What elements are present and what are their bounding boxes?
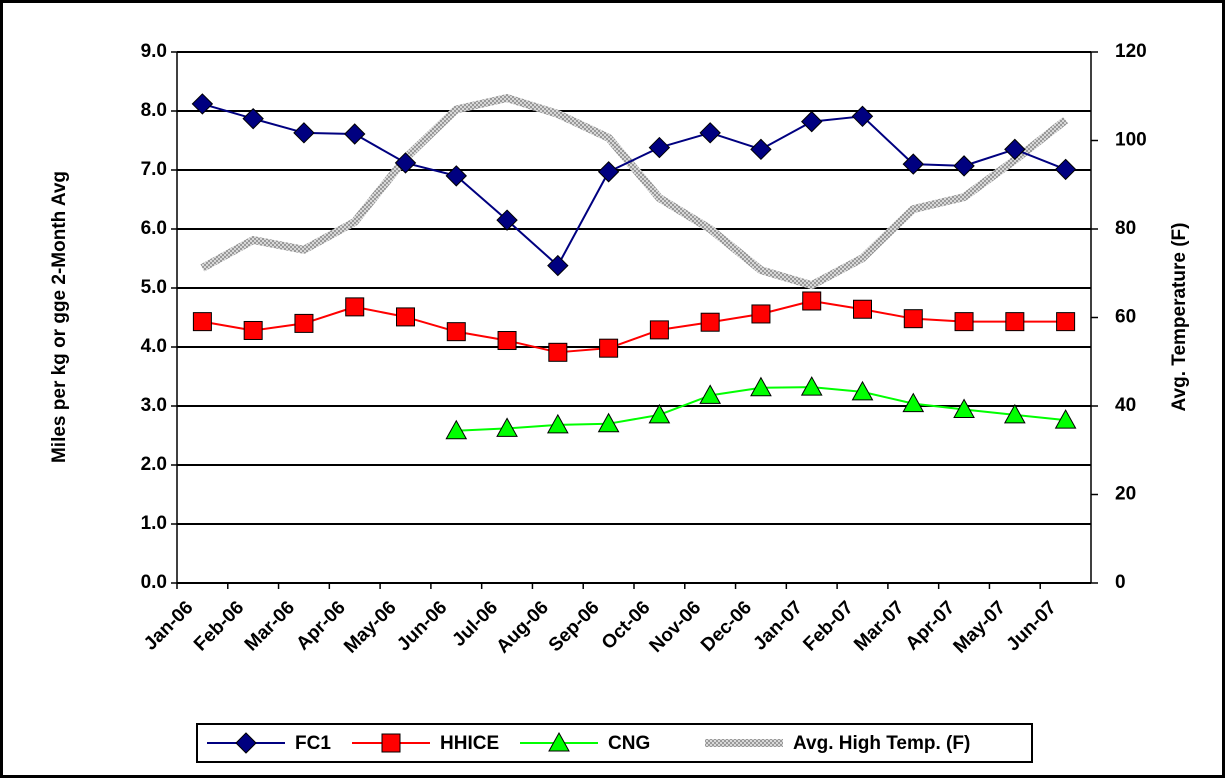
- marker-diamond: [547, 254, 569, 277]
- marker-square: [294, 313, 314, 333]
- marker-triangle: [953, 398, 975, 419]
- marker-square: [1056, 312, 1076, 332]
- marker-diamond: [699, 122, 721, 144]
- legend-box: [196, 723, 1033, 763]
- y-tick-label: 2.0: [141, 454, 167, 475]
- marker-square: [903, 309, 923, 329]
- marker-diamond: [293, 122, 315, 144]
- legend-label: FC1: [295, 733, 331, 754]
- marker-triangle: [902, 392, 925, 413]
- y-tick-label: 3.0: [141, 395, 167, 416]
- marker-square: [381, 733, 401, 753]
- y2-axis-title: Avg. Temperature (F): [1169, 223, 1190, 412]
- marker-diamond: [851, 105, 874, 128]
- y-axis-title: Miles per kg or gge 2-Month Avg: [49, 171, 70, 463]
- marker-square: [345, 297, 365, 317]
- marker-square: [954, 312, 974, 332]
- marker-square: [853, 299, 872, 319]
- y2-tick-label: 0: [1115, 572, 1126, 593]
- marker-square: [497, 331, 517, 351]
- marker-diamond: [1004, 138, 1026, 161]
- series-line: [200, 94, 1069, 290]
- marker-triangle: [597, 412, 620, 433]
- marker-diamond: [242, 107, 264, 130]
- marker-triangle: [851, 380, 874, 401]
- marker-diamond: [394, 152, 417, 174]
- marker-triangle: [548, 731, 570, 752]
- marker-diamond: [445, 165, 467, 187]
- marker-square: [802, 291, 822, 311]
- marker-triangle: [699, 384, 722, 404]
- marker-triangle: [546, 413, 569, 434]
- marker-square: [446, 322, 466, 342]
- y-tick-label: 0.0: [141, 572, 167, 593]
- marker-square: [1005, 312, 1025, 332]
- legend-label: HHICE: [440, 733, 499, 754]
- y2-tick-label: 60: [1115, 307, 1136, 328]
- marker-diamond: [597, 161, 620, 183]
- y2-tick-label: 120: [1115, 41, 1147, 62]
- marker-diamond: [648, 136, 671, 159]
- y-tick-label: 1.0: [141, 513, 167, 534]
- marker-diamond: [953, 155, 975, 177]
- y-tick-label: 8.0: [141, 100, 167, 121]
- marker-diamond: [750, 138, 772, 161]
- marker-diamond: [191, 93, 214, 115]
- marker-square: [751, 304, 771, 324]
- legend-label: Avg. High Temp. (F): [793, 733, 970, 754]
- y2-tick-label: 20: [1115, 484, 1136, 505]
- marker-square: [700, 312, 720, 332]
- marker-triangle: [648, 403, 671, 424]
- y-tick-label: 6.0: [141, 218, 167, 239]
- marker-diamond: [496, 209, 518, 231]
- marker-diamond: [235, 732, 257, 754]
- marker-diamond: [801, 110, 823, 133]
- y-tick-label: 7.0: [141, 159, 167, 180]
- marker-square: [649, 320, 669, 340]
- marker-triangle: [445, 419, 468, 440]
- y2-tick-label: 40: [1115, 395, 1136, 416]
- marker-square: [599, 338, 619, 358]
- marker-square: [243, 320, 263, 340]
- marker-square: [192, 312, 212, 332]
- marker-diamond: [1054, 158, 1077, 181]
- marker-triangle: [1054, 409, 1077, 429]
- marker-triangle: [750, 376, 772, 397]
- y-tick-label: 5.0: [141, 277, 167, 298]
- marker-diamond: [902, 153, 924, 175]
- marker-square: [396, 307, 415, 327]
- y-tick-label: 9.0: [141, 41, 167, 62]
- legend-label: CNG: [608, 733, 650, 754]
- marker-triangle: [1003, 403, 1026, 424]
- y2-tick-label: 100: [1115, 130, 1147, 151]
- y2-tick-label: 80: [1115, 218, 1136, 239]
- marker-triangle: [800, 376, 823, 396]
- marker-square: [548, 342, 568, 362]
- marker-triangle: [496, 417, 518, 437]
- y-tick-label: 4.0: [141, 336, 167, 357]
- marker-diamond: [344, 123, 366, 145]
